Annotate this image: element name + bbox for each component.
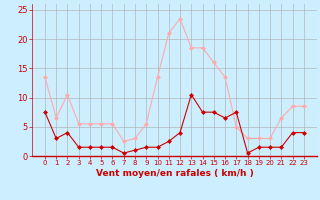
X-axis label: Vent moyen/en rafales ( km/h ): Vent moyen/en rafales ( km/h ) [96, 169, 253, 178]
